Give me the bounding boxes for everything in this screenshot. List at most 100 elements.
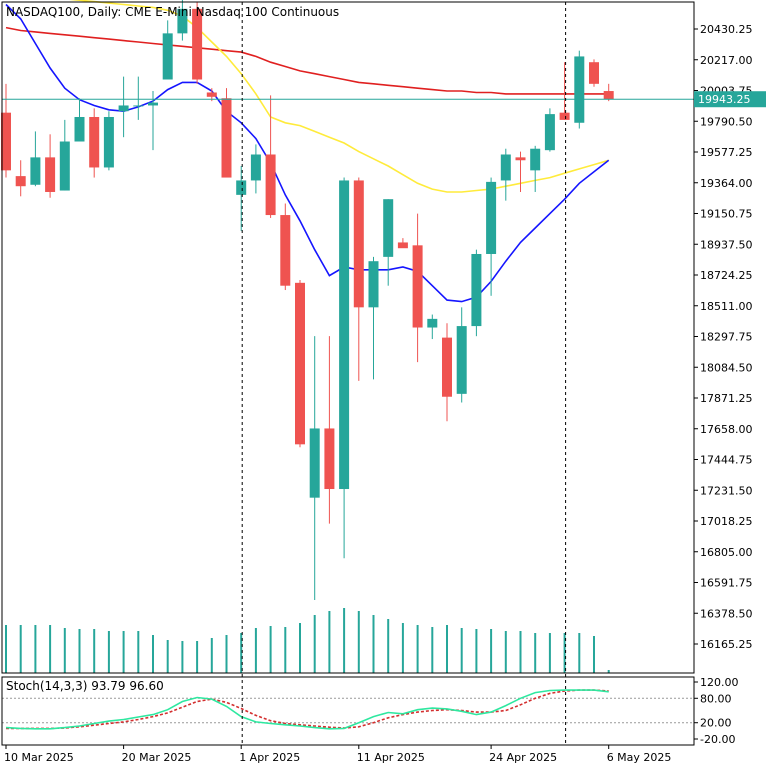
y-tick-label: 19790.50: [700, 115, 753, 128]
candle[interactable]: [456, 307, 467, 403]
candle[interactable]: [221, 88, 232, 178]
x-tick-label: 1 Apr 2025: [239, 751, 300, 764]
candle-body: [295, 282, 305, 445]
candle-body: [309, 428, 320, 498]
candle-body: [162, 33, 173, 80]
candle[interactable]: [45, 134, 56, 198]
candle[interactable]: [324, 336, 335, 524]
x-tick-label: 6 May 2025: [607, 751, 672, 764]
candle[interactable]: [103, 111, 114, 171]
candle[interactable]: [471, 249, 482, 337]
stoch-y-tick-label: 20.00: [700, 717, 732, 730]
candle-body: [589, 62, 599, 84]
candle[interactable]: [530, 145, 541, 192]
candle[interactable]: [603, 83, 614, 102]
y-tick-label: 16591.75: [700, 577, 753, 590]
stochastic-panel[interactable]: [2, 689, 694, 730]
candle[interactable]: [412, 213, 423, 363]
y-tick-label: 20217.00: [700, 54, 753, 67]
candle[interactable]: [59, 119, 70, 191]
stoch-y-tick-label: -20.00: [700, 733, 735, 746]
y-tick-label: 18724.25: [700, 269, 753, 282]
candle[interactable]: [74, 98, 85, 142]
candle-body: [456, 326, 467, 394]
chart-title: NASDAQ100, Daily: CME E-Mini Nasdaq 100 …: [6, 5, 339, 19]
candle-body: [530, 148, 541, 171]
candle[interactable]: [383, 199, 394, 286]
candle[interactable]: [280, 203, 291, 291]
stoch-panel-frame: [1, 676, 695, 746]
candle-body: [324, 428, 335, 490]
moving-average-yellow-line: [68, 0, 609, 193]
candle-body: [45, 157, 56, 192]
candle[interactable]: [589, 59, 599, 87]
candle[interactable]: [486, 177, 497, 296]
candle[interactable]: [339, 177, 350, 559]
candle[interactable]: [500, 148, 511, 201]
candle[interactable]: [148, 91, 158, 151]
candle-body: [442, 337, 452, 397]
candle-body: [30, 157, 41, 185]
candle-body: [118, 105, 129, 112]
candle[interactable]: [309, 336, 320, 601]
candle[interactable]: [515, 151, 526, 192]
y-tick-label: 18937.50: [700, 238, 753, 251]
moving-average-red-line: [5, 26, 609, 95]
main-price-panel[interactable]: [1, 0, 694, 601]
candle[interactable]: [162, 20, 173, 80]
candle-body: [221, 98, 232, 178]
candle-body: [1, 112, 11, 171]
candle[interactable]: [192, 1, 203, 84]
candle[interactable]: [397, 238, 408, 249]
candle[interactable]: [236, 166, 247, 231]
stoch-d-line: [6, 689, 609, 730]
candle-body: [368, 261, 379, 308]
candle-body: [471, 253, 482, 327]
y-tick-label: 19577.25: [700, 146, 753, 159]
candle[interactable]: [574, 50, 585, 129]
candle-body: [280, 215, 291, 286]
candle[interactable]: [177, 0, 188, 41]
candle[interactable]: [250, 144, 261, 194]
current-price-box: [694, 91, 766, 108]
candle-body: [192, 8, 203, 80]
y-tick-label: 18297.75: [700, 331, 753, 344]
candle-body: [103, 116, 114, 168]
stoch-k-line: [5, 689, 609, 730]
main-panel-frame: [1, 1, 695, 674]
candle[interactable]: [442, 323, 452, 422]
y-tick-label: 20430.25: [700, 23, 753, 36]
candle-body: [206, 92, 217, 97]
candle[interactable]: [559, 62, 570, 120]
candle[interactable]: [353, 177, 364, 381]
candle[interactable]: [265, 95, 276, 218]
stochastic-label: Stoch(14,3,3) 93.79 96.60: [6, 679, 164, 693]
candle-body: [339, 180, 350, 490]
candle-body: [515, 157, 526, 161]
y-tick-label: 19364.00: [700, 177, 753, 190]
candle[interactable]: [427, 314, 438, 340]
candle[interactable]: [544, 108, 555, 152]
candle[interactable]: [133, 76, 144, 120]
candle-body: [59, 141, 70, 191]
candle[interactable]: [368, 256, 379, 380]
y-tick-label: 16805.00: [700, 546, 753, 559]
candle[interactable]: [118, 76, 129, 138]
candle[interactable]: [89, 108, 100, 178]
x-tick-label: 20 Mar 2025: [122, 751, 192, 764]
candle[interactable]: [15, 160, 26, 197]
candle[interactable]: [30, 131, 41, 187]
candle[interactable]: [295, 279, 305, 448]
y-tick-label: 16378.50: [700, 607, 753, 620]
stoch-y-tick-label: 120.00: [700, 676, 739, 689]
candle-body: [559, 112, 570, 120]
candle-body: [412, 245, 423, 328]
candle-body: [236, 180, 247, 195]
candle-body: [133, 105, 144, 107]
current-price-label: 19943.25: [698, 93, 751, 106]
y-tick-label: 18084.50: [700, 361, 753, 374]
y-tick-label: 17231.50: [700, 484, 753, 497]
